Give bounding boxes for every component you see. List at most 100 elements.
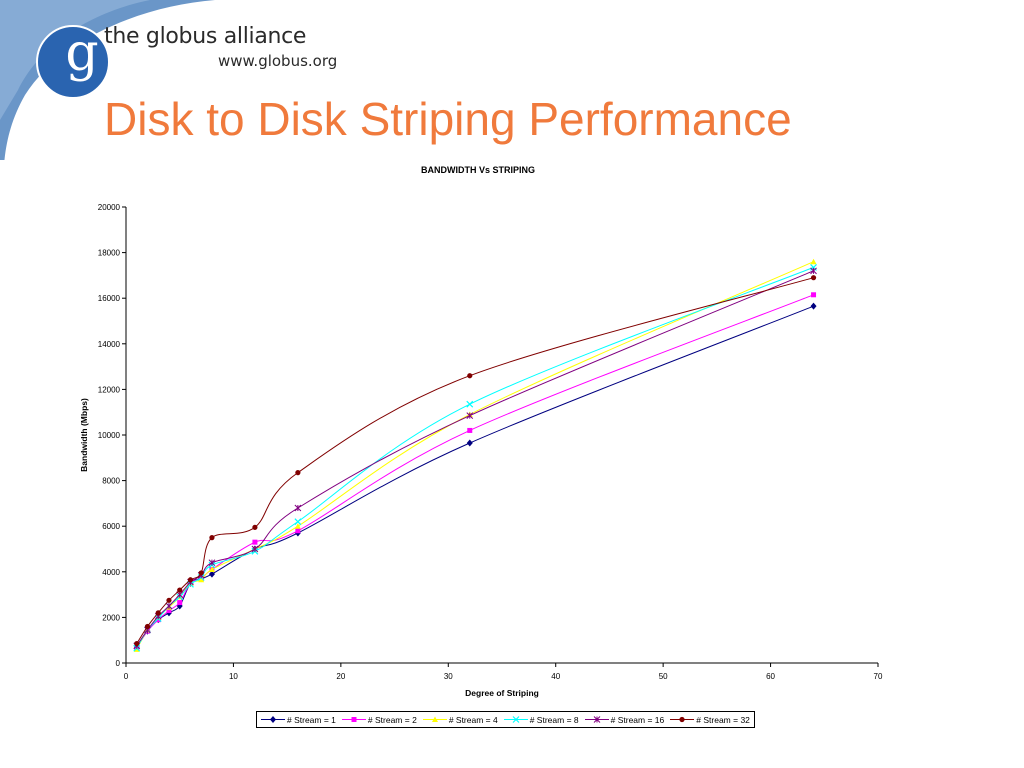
legend-swatch-marker	[270, 716, 276, 723]
y-tick-label: 4000	[102, 568, 120, 577]
chart-title: BANDWIDTH Vs STRIPING	[421, 165, 535, 175]
data-point	[295, 470, 301, 476]
x-tick-label: 40	[551, 672, 560, 681]
brand-url: www.globus.org	[218, 52, 338, 70]
data-point	[166, 608, 172, 614]
legend-item: # Stream = 4	[422, 714, 498, 725]
data-point	[466, 439, 473, 447]
data-point	[198, 576, 205, 583]
series-group-2	[134, 292, 817, 651]
series-line	[136, 294, 814, 649]
y-tick-label: 20000	[98, 203, 121, 212]
data-point	[187, 577, 194, 583]
logo-circle	[37, 26, 109, 98]
legend-swatch-marker	[431, 716, 438, 722]
data-point	[294, 504, 302, 512]
series-line	[136, 305, 814, 648]
y-tick-label: 2000	[102, 613, 120, 622]
data-point	[251, 545, 259, 553]
series-group-4	[133, 263, 817, 652]
legend-swatch-marker	[351, 717, 357, 722]
legend-item: # Stream = 32	[670, 715, 750, 725]
header-swoosh-highlight	[0, 0, 150, 120]
data-point	[810, 258, 817, 265]
series-group-5	[133, 267, 817, 650]
legend-swatch-marker	[679, 716, 685, 723]
legend-item: # Stream = 8	[503, 714, 579, 725]
x-tick-label: 60	[766, 672, 775, 681]
data-point	[208, 570, 215, 578]
legend-swatch	[670, 716, 695, 723]
x-tick-label: 10	[229, 672, 238, 681]
slide-title: Disk to Disk Striping Performance	[104, 93, 792, 145]
y-tick-label: 0	[116, 659, 121, 668]
data-point	[811, 292, 817, 298]
legend-swatch	[261, 716, 285, 723]
y-tick-label: 16000	[98, 294, 121, 303]
x-axis-label: Degree of Striping	[465, 688, 539, 698]
x-tick-label: 30	[444, 672, 453, 681]
series-group-1	[133, 302, 817, 651]
data-point	[177, 587, 183, 593]
data-point	[134, 641, 140, 647]
y-tick-label: 18000	[98, 249, 121, 258]
x-tick-label: 0	[124, 672, 129, 681]
legend-label: # Stream = 1	[287, 714, 336, 725]
data-point	[166, 597, 172, 603]
data-point	[177, 600, 183, 606]
data-point	[810, 267, 817, 275]
series-line	[136, 270, 814, 647]
legend-label: # Stream = 32	[696, 714, 750, 725]
logo-circle-ring	[36, 25, 110, 99]
x-tick-label: 70	[874, 672, 883, 681]
legend-swatch	[503, 716, 528, 723]
data-point	[252, 524, 258, 530]
legend-label: # Stream = 8	[529, 714, 579, 725]
data-point	[810, 302, 817, 310]
brand-name: the globus alliance	[104, 24, 307, 49]
data-point	[294, 523, 301, 529]
legend-item: # Stream = 16	[584, 714, 665, 725]
data-point	[155, 610, 161, 616]
legend-swatch	[341, 717, 366, 722]
legend-swatch	[584, 716, 609, 723]
data-point	[467, 427, 473, 433]
series-group-3	[133, 258, 817, 652]
legend-label: # Stream = 4	[448, 714, 498, 725]
data-point	[294, 518, 302, 526]
series-line	[136, 277, 814, 644]
legend-swatch-marker	[512, 716, 520, 723]
data-point	[165, 602, 173, 610]
data-point	[295, 528, 301, 534]
chart-legend: # Stream = 1 # Stream = 2 # Stream = 4 # St…	[256, 711, 755, 728]
data-point	[144, 623, 151, 630]
data-point	[466, 400, 474, 408]
y-tick-label: 12000	[98, 385, 121, 394]
y-axis-label: Bandwidth (Mbps)	[79, 398, 89, 472]
data-point	[810, 275, 817, 281]
legend-label: # Stream = 16	[610, 714, 665, 725]
legend-item: # Stream = 2	[341, 714, 417, 725]
x-tick-label: 50	[659, 672, 668, 681]
series-line	[136, 261, 814, 650]
data-point	[209, 535, 215, 541]
data-point	[466, 412, 474, 419]
y-tick-label: 10000	[98, 431, 121, 440]
data-point	[252, 539, 258, 545]
logo-letter: g	[65, 23, 99, 83]
x-tick-label: 20	[336, 672, 345, 681]
series-group-6	[134, 275, 817, 647]
header-decoration	[0, 0, 215, 160]
series-line	[136, 266, 814, 649]
data-point	[467, 373, 473, 379]
y-tick-label: 8000	[102, 477, 120, 486]
y-tick-label: 14000	[98, 340, 121, 349]
data-point	[208, 566, 215, 573]
legend-swatch	[422, 716, 447, 722]
data-point	[208, 559, 216, 567]
legend-label: # Stream = 2	[367, 714, 417, 725]
legend-swatch-marker	[593, 716, 600, 723]
data-point	[198, 570, 204, 576]
y-tick-label: 6000	[102, 522, 120, 531]
